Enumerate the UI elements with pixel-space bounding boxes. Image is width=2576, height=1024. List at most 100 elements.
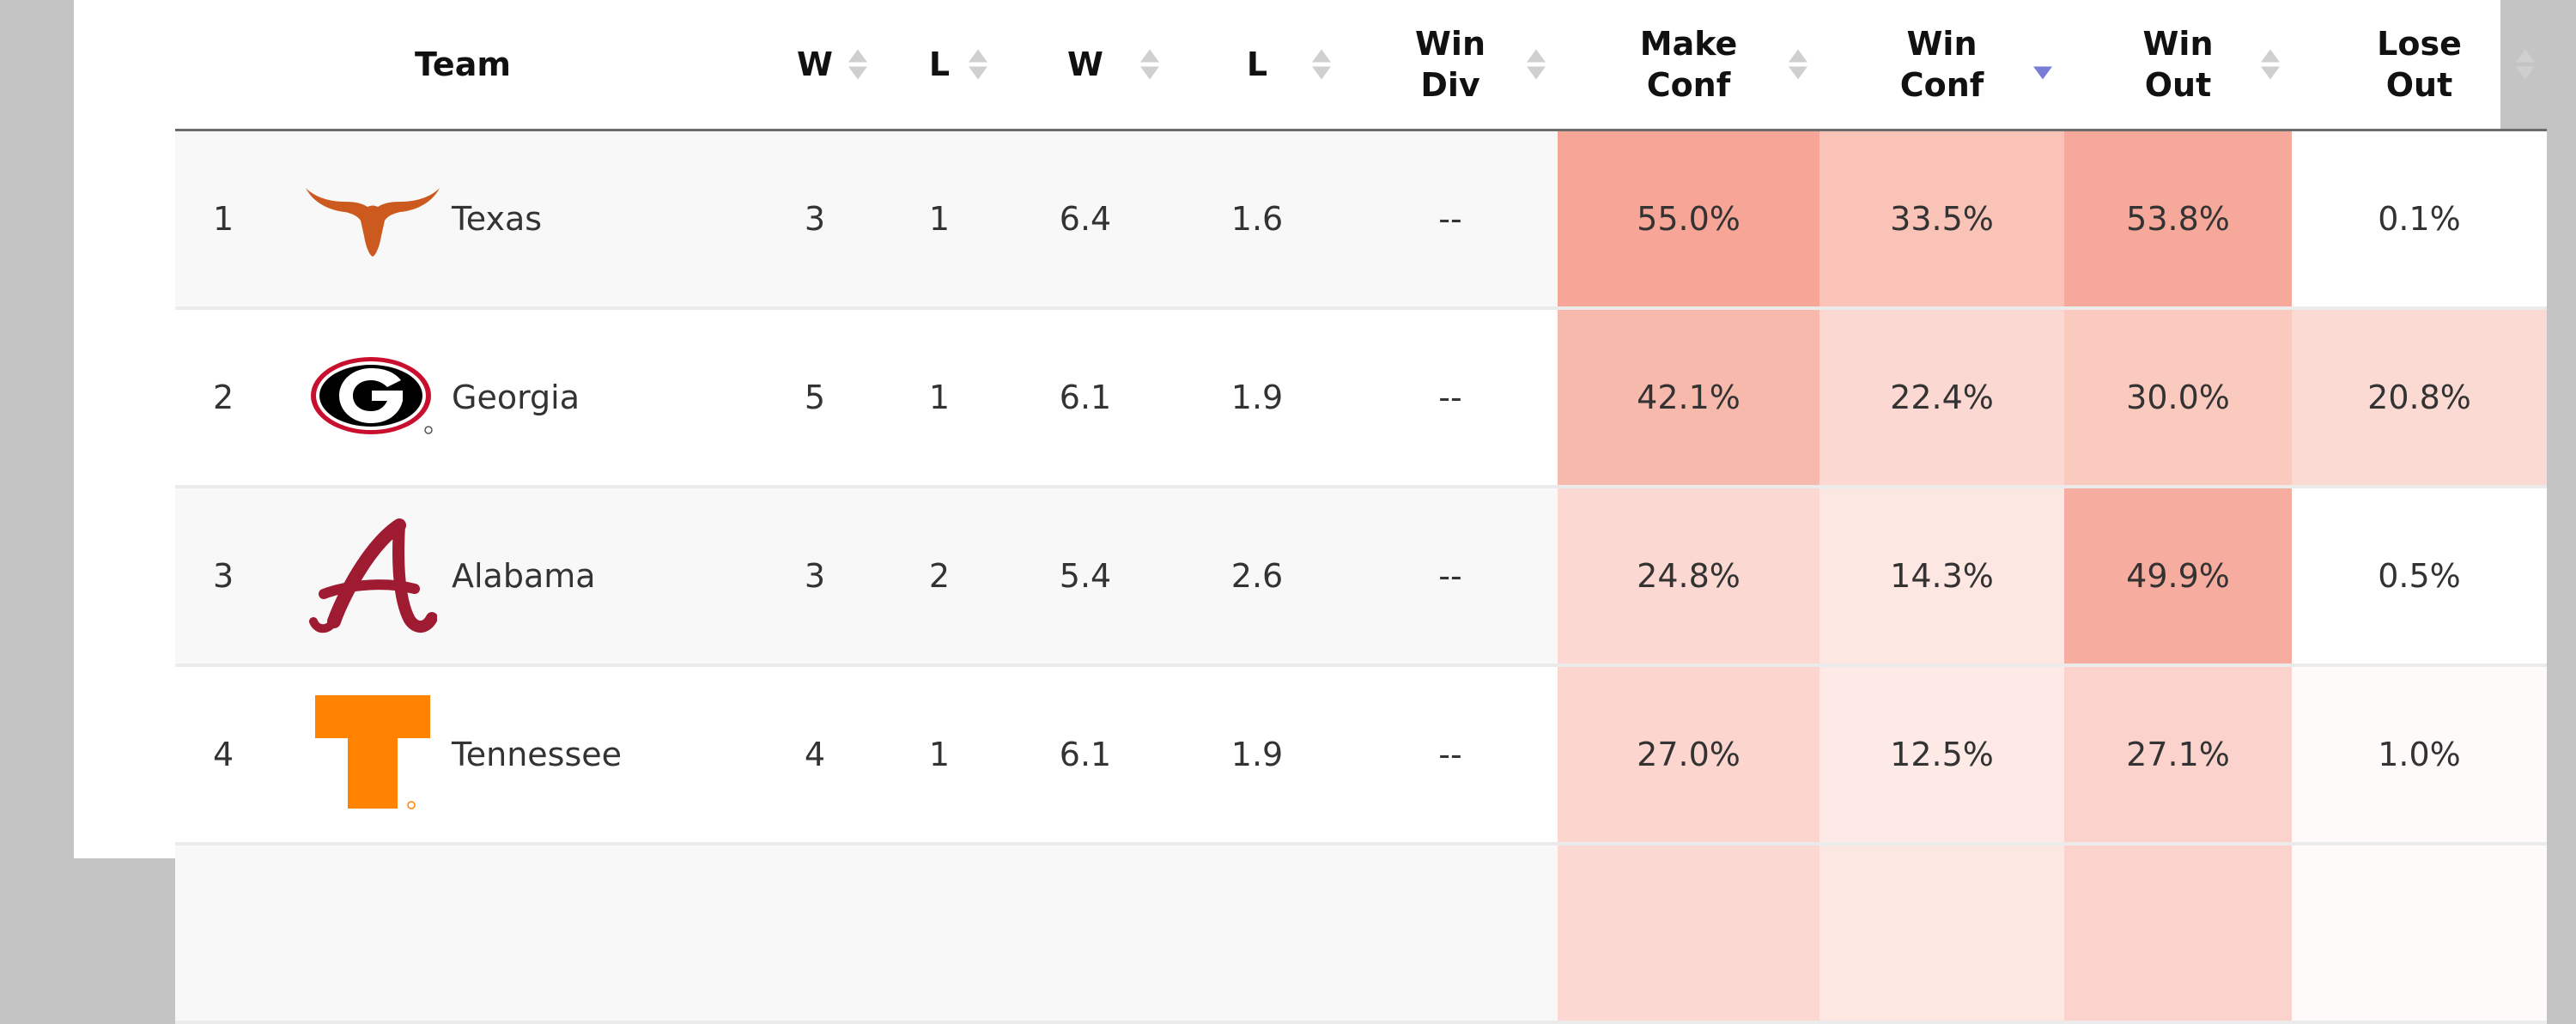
- lose-out-cell: 0.5%: [2292, 487, 2547, 667]
- proj-wins-cell: 5.4: [999, 487, 1171, 667]
- conf-losses-cell: 1: [879, 665, 999, 845]
- table-row[interactable]: 4 Tennessee 4 1 6.1 1.9 --: [175, 665, 2547, 845]
- header-win-out[interactable]: Win Out: [2064, 0, 2292, 131]
- make-conf-cell: 55.0%: [1558, 130, 1820, 310]
- team-logo-cell: [304, 844, 441, 1024]
- conf-wins-cell: [750, 844, 879, 1024]
- header-make-conf-label: Make Conf: [1639, 25, 1738, 104]
- conf-wins-cell: 5: [750, 308, 879, 488]
- sort-icon: [1140, 49, 1159, 80]
- win-out-cell: 27.1%: [2064, 665, 2292, 845]
- team-logo-cell: [304, 487, 441, 667]
- rank-cell: 4: [175, 665, 304, 845]
- rank-cell: 1: [175, 130, 304, 310]
- sort-icon: [1312, 49, 1331, 80]
- make-conf-cell: 24.8%: [1558, 487, 1820, 667]
- alabama-script-a-logo-icon: [304, 512, 441, 640]
- standings-table: Team W L W L: [175, 0, 2547, 1024]
- lose-out-cell: [2292, 844, 2547, 1024]
- header-win-div[interactable]: Win Div: [1343, 0, 1558, 131]
- conf-wins-cell: 3: [750, 487, 879, 667]
- win-out-cell: 30.0%: [2064, 308, 2292, 488]
- header-proj-l[interactable]: L: [1171, 0, 1343, 131]
- proj-wins-cell: 6.1: [999, 308, 1171, 488]
- proj-wins-cell: 6.1: [999, 665, 1171, 845]
- lose-out-cell: 0.1%: [2292, 130, 2547, 310]
- sort-icon: [969, 49, 987, 80]
- team-name[interactable]: [441, 844, 750, 1024]
- header-conf-w-label: W: [797, 45, 833, 83]
- header-conf-w[interactable]: W: [750, 0, 879, 131]
- conf-wins-cell: 4: [750, 665, 879, 845]
- lose-out-cell: 20.8%: [2292, 308, 2547, 488]
- longhorn-logo-icon: [304, 155, 441, 283]
- table-row[interactable]: 1 Texas 3 1 6.4 1.6 -- 55.0%: [175, 130, 2547, 310]
- tennessee-power-t-logo-icon: [304, 690, 441, 819]
- win-div-cell: --: [1343, 308, 1558, 488]
- conf-losses-cell: 2: [879, 487, 999, 667]
- standings-table-wrapper: Team W L W L: [175, 0, 2547, 1024]
- header-proj-l-label: L: [1246, 45, 1268, 83]
- win-conf-cell: 14.3%: [1820, 487, 2064, 667]
- sort-icon: [848, 49, 867, 80]
- proj-losses-cell: 2.6: [1171, 487, 1343, 667]
- rank-cell: [175, 844, 304, 1024]
- header-lose-out-label: Lose Out: [2377, 25, 2462, 104]
- team-name[interactable]: Tennessee: [441, 665, 750, 845]
- win-out-cell: [2064, 844, 2292, 1024]
- header-row: Team W L W L: [175, 0, 2547, 131]
- header-proj-w-label: W: [1067, 45, 1103, 83]
- proj-losses-cell: [1171, 844, 1343, 1024]
- proj-losses-cell: 1.9: [1171, 665, 1343, 845]
- win-div-cell: --: [1343, 130, 1558, 310]
- sort-icon: [1789, 49, 1807, 80]
- proj-losses-cell: 1.9: [1171, 308, 1343, 488]
- win-div-cell: [1343, 844, 1558, 1024]
- rank-cell: 3: [175, 487, 304, 667]
- georgia-g-logo-icon: [304, 333, 441, 462]
- header-win-div-label: Win Div: [1415, 25, 1485, 104]
- team-name[interactable]: Georgia: [441, 308, 750, 488]
- header-make-conf[interactable]: Make Conf: [1558, 0, 1820, 131]
- proj-wins-cell: [999, 844, 1171, 1024]
- rank-cell: 2: [175, 308, 304, 488]
- header-conf-l-label: L: [928, 45, 951, 83]
- team-name[interactable]: Texas: [441, 130, 750, 310]
- table-row[interactable]: 2 Georgia 5: [175, 308, 2547, 488]
- sort-icon: [1527, 49, 1546, 80]
- win-conf-cell: [1820, 844, 2064, 1024]
- header-team[interactable]: Team: [175, 0, 750, 131]
- win-out-cell: 53.8%: [2064, 130, 2292, 310]
- table-row[interactable]: 3 Alabama 3 2: [175, 487, 2547, 667]
- header-team-label: Team: [415, 45, 511, 83]
- make-conf-cell: 27.0%: [1558, 665, 1820, 845]
- win-conf-cell: 22.4%: [1820, 308, 2064, 488]
- header-conf-l[interactable]: L: [879, 0, 999, 131]
- make-conf-cell: 42.1%: [1558, 308, 1820, 488]
- team-name[interactable]: Alabama: [441, 487, 750, 667]
- header-lose-out[interactable]: Lose Out: [2292, 0, 2547, 131]
- sort-descending-icon: [2033, 50, 2052, 80]
- header-win-conf[interactable]: Win Conf: [1820, 0, 2064, 131]
- win-conf-cell: 33.5%: [1820, 130, 2064, 310]
- conf-losses-cell: [879, 844, 999, 1024]
- conf-wins-cell: 3: [750, 130, 879, 310]
- win-div-cell: --: [1343, 665, 1558, 845]
- conf-losses-cell: 1: [879, 308, 999, 488]
- win-conf-cell: 12.5%: [1820, 665, 2064, 845]
- team-logo-cell: [304, 130, 441, 310]
- proj-wins-cell: 6.4: [999, 130, 1171, 310]
- lose-out-cell: 1.0%: [2292, 665, 2547, 845]
- table-row[interactable]: [175, 844, 2547, 1024]
- team-logo-cell: [304, 665, 441, 845]
- win-out-cell: 49.9%: [2064, 487, 2292, 667]
- standings-panel: Team W L W L: [74, 0, 2547, 1024]
- proj-losses-cell: 1.6: [1171, 130, 1343, 310]
- header-proj-w[interactable]: W: [999, 0, 1171, 131]
- make-conf-cell: [1558, 844, 1820, 1024]
- sort-icon: [2516, 49, 2535, 80]
- sort-icon: [2261, 49, 2280, 80]
- header-win-conf-label: Win Conf: [1899, 25, 1984, 104]
- team-logo-cell: [304, 308, 441, 488]
- conf-losses-cell: 1: [879, 130, 999, 310]
